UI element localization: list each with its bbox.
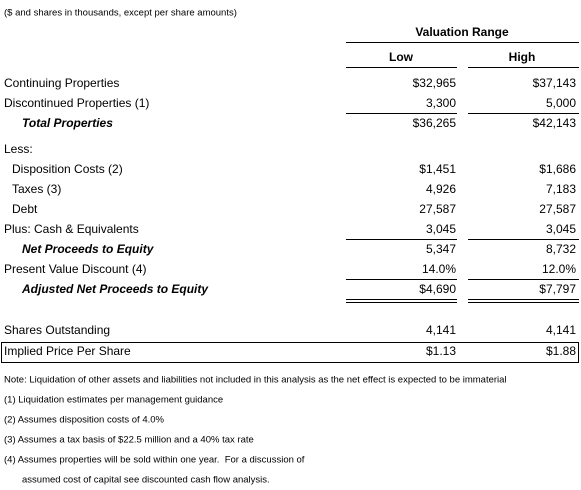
row-label: Taxes (3) [12, 182, 61, 196]
footnote: (4) Assumes properties will be sold with… [4, 455, 305, 466]
highlight-box [1, 342, 579, 363]
high-value: 12.0% [542, 262, 576, 276]
row-label: Net Proceeds to Equity [22, 242, 155, 256]
high-value: 5,000 [546, 96, 576, 110]
footnote: (3) Assumes a tax basis of $22.5 million… [4, 435, 254, 446]
row-label: Debt [12, 202, 38, 216]
footnote: (2) Assumes disposition costs of 4.0% [4, 415, 165, 426]
row-label: Disposition Costs (2) [12, 162, 123, 176]
row-label: Shares Outstanding [4, 323, 110, 337]
low-value: 27,587 [419, 202, 456, 216]
column-header: High [509, 50, 536, 64]
footnote: (1) Liquidation estimates per management… [4, 395, 223, 406]
row-label: Implied Price Per Share [4, 344, 131, 358]
low-value: 5,347 [426, 242, 456, 256]
row-label: Total Properties [22, 116, 113, 130]
row-label: Plus: Cash & Equivalents [4, 222, 139, 236]
low-value: $1.13 [426, 344, 456, 358]
high-value: 7,183 [546, 182, 576, 196]
high-value: $42,143 [533, 116, 577, 130]
row-label: Less: [4, 142, 33, 156]
low-value: $32,965 [413, 76, 457, 90]
high-value: $1,686 [539, 162, 576, 176]
row-label: Present Value Discount (4) [4, 262, 147, 276]
high-value: $1.88 [546, 344, 576, 358]
high-value: 4,141 [546, 323, 576, 337]
low-value: 3,045 [426, 222, 456, 236]
low-value: $36,265 [413, 116, 457, 130]
low-value: 3,300 [426, 96, 456, 110]
group-header: Valuation Range [415, 25, 509, 39]
low-value: 4,141 [426, 323, 456, 337]
high-value: $7,797 [539, 282, 576, 296]
low-value: $1,451 [419, 162, 456, 176]
high-value: 27,587 [539, 202, 576, 216]
high-value: 8,732 [546, 242, 576, 256]
row-label: Adjusted Net Proceeds to Equity [21, 282, 209, 296]
column-header: Low [389, 50, 414, 64]
high-value: 3,045 [546, 222, 576, 236]
low-value: $4,690 [419, 282, 456, 296]
row-label: Discontinued Properties (1) [4, 96, 149, 110]
footnote: Note: Liquidation of other assets and li… [4, 375, 507, 386]
footnote: assumed cost of capital see discounted c… [22, 475, 270, 486]
low-value: 4,926 [426, 182, 456, 196]
units-note: ($ and shares in thousands, except per s… [4, 8, 237, 19]
row-label: Continuing Properties [4, 76, 119, 90]
high-value: $37,143 [533, 76, 577, 90]
low-value: 14.0% [422, 262, 456, 276]
